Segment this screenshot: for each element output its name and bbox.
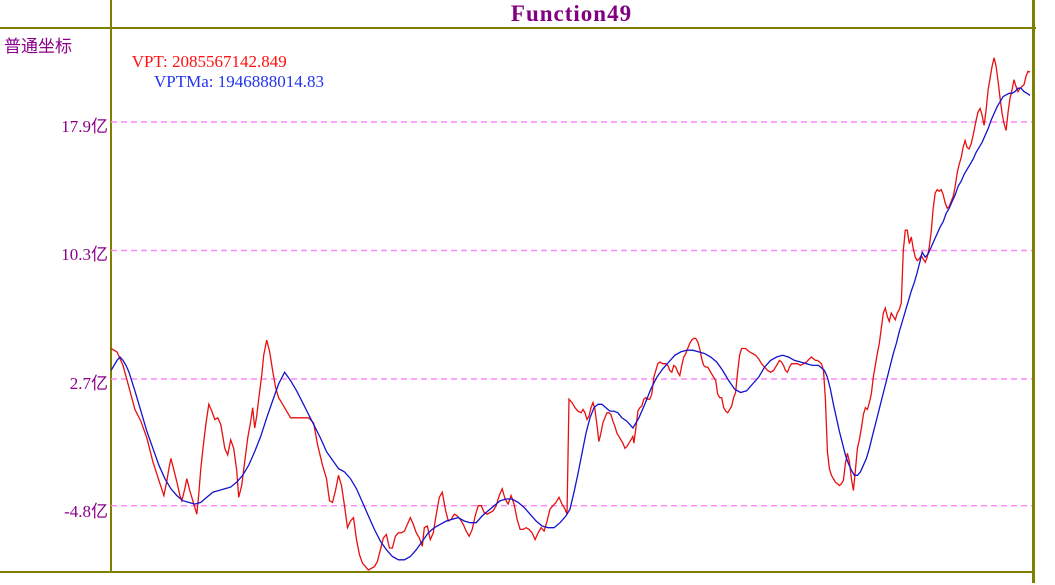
coordinate-mode-label[interactable]: 普通坐标 <box>4 37 72 56</box>
indicator-legend: VPT: 2085567142.849 VPTMa: 1946888014.83 <box>115 32 324 112</box>
y-axis-tick-label: -4.8亿 <box>64 502 108 521</box>
vptma-line <box>110 87 1031 561</box>
indicator-plot-area[interactable] <box>110 28 1032 571</box>
y-axis-tick-label: 17.9亿 <box>61 117 108 136</box>
legend-vptma-value: VPTMa: 1946888014.83 <box>154 72 324 91</box>
chart-canvas <box>110 57 1032 571</box>
vpt-line <box>110 57 1031 571</box>
bottom-border-line <box>0 571 1035 573</box>
legend-vpt-value: VPT: 2085567142.849 <box>131 52 287 71</box>
chart-title: Function49 <box>510 1 633 26</box>
y-axis-tick-label: 10.3亿 <box>61 245 108 264</box>
y-axis-tick-label: 2.7亿 <box>69 374 108 393</box>
y-axis-line <box>110 0 112 572</box>
right-border-line <box>1032 0 1035 583</box>
header-divider-line <box>0 27 1036 29</box>
